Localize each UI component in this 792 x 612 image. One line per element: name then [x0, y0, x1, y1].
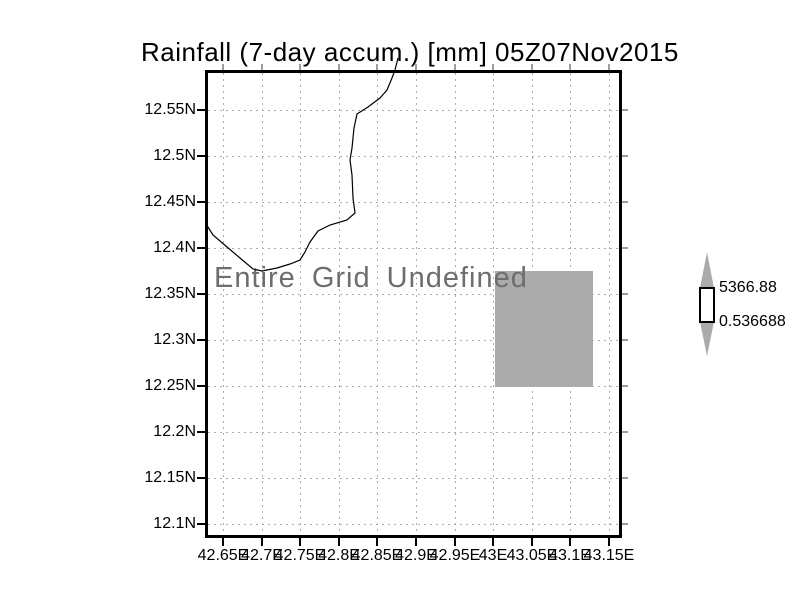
y-axis-minor-tick: [622, 293, 628, 295]
x-axis-minor-tick: [531, 64, 533, 70]
x-axis-tick-label: 43.15E: [583, 547, 635, 564]
y-axis-minor-tick: [622, 155, 628, 157]
x-axis-tick-label: 42.7E: [241, 547, 283, 564]
y-axis-minor-tick: [622, 523, 628, 525]
x-axis-tick: [531, 538, 533, 546]
y-axis-tick: [197, 201, 205, 203]
x-axis-minor-tick: [569, 64, 571, 70]
y-axis-tick: [197, 431, 205, 433]
x-axis-tick-label: 42.9E: [395, 547, 437, 564]
plot-title: Rainfall (7-day accum.) [mm] 05Z07Nov201…: [141, 37, 679, 67]
y-axis-tick: [197, 247, 205, 249]
vertical-gridline: [223, 73, 224, 535]
y-axis-tick: [197, 109, 205, 111]
horizontal-gridline: [208, 156, 619, 157]
vertical-gridline: [300, 73, 301, 535]
y-axis-tick: [197, 523, 205, 525]
y-axis-minor-tick: [622, 247, 628, 249]
y-axis-tick-label: 12.25N: [144, 377, 196, 394]
colorbar-min-label: 0.536688: [719, 313, 786, 330]
x-axis-tick: [222, 538, 224, 546]
x-axis-tick: [415, 538, 417, 546]
vertical-gridline: [455, 73, 456, 535]
horizontal-gridline: [208, 202, 619, 203]
vertical-gridline: [377, 73, 378, 535]
y-axis-tick-label: 12.15N: [144, 469, 196, 486]
colorbar-max-label: 5366.88: [719, 279, 777, 296]
x-axis-minor-tick: [492, 64, 494, 70]
y-axis-minor-tick: [622, 477, 628, 479]
vertical-gridline: [339, 73, 340, 535]
horizontal-gridline: [208, 386, 619, 387]
x-axis-tick-label: 42.65E: [197, 547, 249, 564]
y-axis-tick-label: 12.35N: [144, 285, 196, 302]
y-axis-minor-tick: [622, 201, 628, 203]
x-axis-minor-tick: [454, 64, 456, 70]
x-axis-tick: [454, 538, 456, 546]
x-axis-tick: [569, 538, 571, 546]
y-axis-tick-label: 12.2N: [153, 423, 196, 440]
x-axis-tick: [338, 538, 340, 546]
x-axis-tick: [376, 538, 378, 546]
horizontal-gridline: [208, 294, 619, 295]
x-axis-tick-label: 43.1E: [549, 547, 591, 564]
y-axis-tick: [197, 477, 205, 479]
x-axis-tick: [492, 538, 494, 546]
horizontal-gridline: [208, 248, 619, 249]
x-axis-tick: [261, 538, 263, 546]
x-axis-tick-label: 43E: [478, 547, 508, 564]
y-axis-minor-tick: [622, 339, 628, 341]
y-axis-tick-label: 12.3N: [153, 331, 196, 348]
x-axis-tick: [608, 538, 610, 546]
x-axis-tick-label: 42.95E: [429, 547, 481, 564]
y-axis-minor-tick: [622, 109, 628, 111]
y-axis-tick: [197, 385, 205, 387]
vertical-gridline: [609, 73, 610, 535]
y-axis-minor-tick: [622, 431, 628, 433]
y-axis-tick: [197, 339, 205, 341]
x-axis-tick-label: 42.8E: [318, 547, 360, 564]
x-axis-tick-label: 43.05E: [506, 547, 558, 564]
y-axis-tick-label: 12.55N: [144, 101, 196, 118]
vertical-gridline: [416, 73, 417, 535]
y-axis-tick: [197, 155, 205, 157]
horizontal-gridline: [208, 478, 619, 479]
vertical-gridline: [262, 73, 263, 535]
horizontal-gridline: [208, 524, 619, 525]
x-axis-tick-label: 42.85E: [351, 547, 403, 564]
horizontal-gridline: [208, 340, 619, 341]
y-axis-tick: [197, 293, 205, 295]
x-axis-minor-tick: [415, 64, 417, 70]
y-axis-tick-label: 12.5N: [153, 147, 196, 164]
horizontal-gridline: [208, 432, 619, 433]
x-axis-tick: [299, 538, 301, 546]
undefined-region-box: [495, 271, 593, 387]
y-axis-minor-tick: [622, 385, 628, 387]
vertical-gridline: [493, 73, 494, 535]
x-axis-minor-tick: [608, 64, 610, 70]
y-axis-tick-label: 12.1N: [153, 515, 196, 532]
map-frame: [205, 70, 622, 538]
y-axis-tick-label: 12.45N: [144, 193, 196, 210]
y-axis-tick-label: 12.4N: [153, 239, 196, 256]
x-axis-tick-label: 42.75E: [274, 547, 326, 564]
horizontal-gridline: [208, 110, 619, 111]
